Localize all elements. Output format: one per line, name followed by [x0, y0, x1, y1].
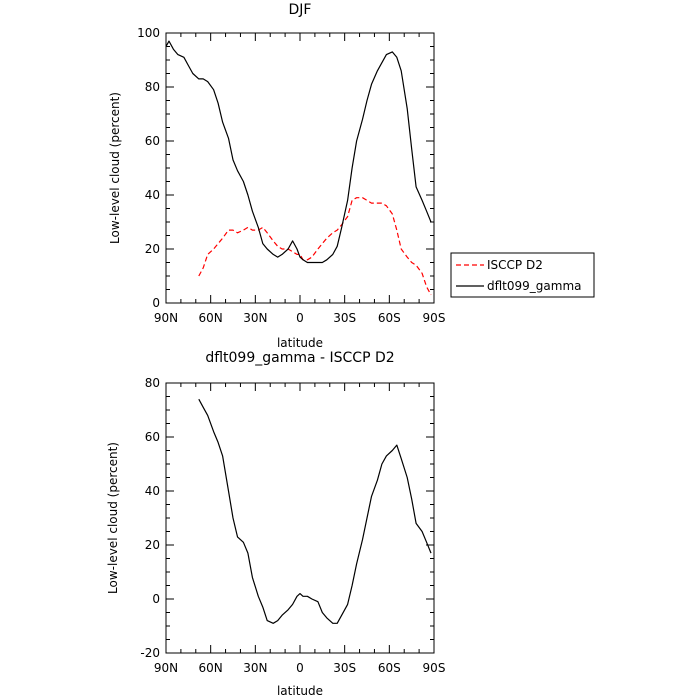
chart-title: dflt099_gamma - ISCCP D2: [205, 350, 394, 366]
y-tick-label: 20: [145, 242, 160, 256]
y-tick-label: 0: [152, 296, 160, 310]
y-tick-label: 80: [145, 80, 160, 94]
legend-label-dflt: dflt099_gamma: [487, 279, 582, 293]
y-tick-label: 60: [145, 134, 160, 148]
x-tick-label: 60S: [378, 311, 401, 325]
y-tick-label: 0: [152, 592, 160, 606]
x-tick-label: 90S: [423, 661, 446, 675]
y-tick-label: 20: [145, 538, 160, 552]
plot-frame: [165, 382, 435, 654]
y-axis-label: Low-level cloud (percent): [108, 92, 122, 244]
x-tick-label: 90N: [154, 311, 178, 325]
plot-frame: [165, 32, 435, 304]
x-tick-label: 0: [296, 661, 304, 675]
series-line: [165, 40, 432, 264]
y-axis-label: Low-level cloud (percent): [106, 442, 120, 594]
top-chart: DJF Low-level cloud (percent) latitude 9…: [108, 2, 595, 350]
x-tick-label: 90S: [423, 311, 446, 325]
x-tick-label: 90N: [154, 661, 178, 675]
y-tick-label: -20: [140, 646, 160, 660]
legend: ISCCP D2 dflt099_gamma: [450, 252, 595, 298]
x-tick-label: 30S: [333, 311, 356, 325]
y-tick-label: 40: [145, 484, 160, 498]
bottom-chart: dflt099_gamma - ISCCP D2 Low-level cloud…: [106, 350, 445, 698]
x-tick-label: 30S: [333, 661, 356, 675]
legend-box: [450, 252, 595, 298]
x-axis-label: latitude: [277, 336, 323, 350]
series-line: [198, 197, 432, 296]
x-tick-label: 60N: [199, 661, 223, 675]
legend-label-isccp: ISCCP D2: [487, 258, 543, 272]
y-tick-label: 40: [145, 188, 160, 202]
chart-title: DJF: [289, 2, 312, 18]
x-tick-label: 30N: [243, 661, 267, 675]
y-tick-label: 100: [137, 26, 160, 40]
y-tick-label: 80: [145, 376, 160, 390]
series-line: [198, 398, 432, 624]
y-tick-label: 60: [145, 430, 160, 444]
x-axis-label: latitude: [277, 684, 323, 698]
x-tick-label: 60N: [199, 311, 223, 325]
x-tick-label: 30N: [243, 311, 267, 325]
x-tick-label: 0: [296, 311, 304, 325]
x-tick-label: 60S: [378, 661, 401, 675]
